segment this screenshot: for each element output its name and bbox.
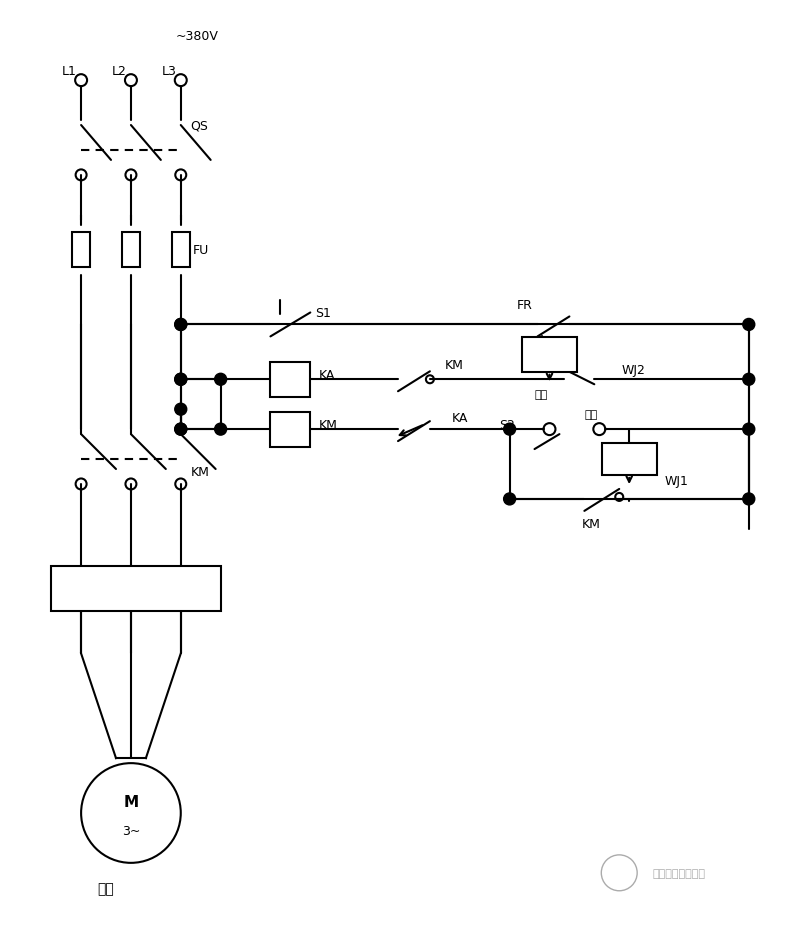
Text: KM: KM (190, 466, 210, 479)
Circle shape (174, 424, 186, 435)
Text: L2: L2 (111, 64, 126, 77)
Text: L3: L3 (162, 64, 176, 77)
Bar (51, 566, 221, 612)
Text: WJ1: WJ1 (664, 475, 688, 488)
Bar (72, 233, 90, 268)
Text: 自动: 自动 (534, 390, 548, 400)
Bar (270, 362, 310, 397)
Circle shape (504, 424, 515, 435)
Text: FR: FR (193, 582, 209, 596)
Text: QS: QS (190, 119, 209, 132)
Text: FU: FU (193, 244, 209, 257)
Bar (270, 413, 310, 447)
Text: 电工技术知识学习: 电工技术知识学习 (653, 868, 706, 878)
Text: 3: 3 (117, 579, 125, 592)
Text: ~380V: ~380V (176, 30, 218, 42)
Circle shape (174, 319, 186, 331)
Circle shape (174, 374, 186, 386)
Circle shape (174, 319, 186, 331)
Text: L1: L1 (62, 64, 77, 77)
Text: $\theta$: $\theta$ (544, 347, 554, 362)
Text: S1: S1 (315, 307, 331, 320)
Text: S2: S2 (498, 418, 514, 431)
Circle shape (174, 424, 186, 435)
Text: KA: KA (452, 412, 468, 424)
Text: WJ2: WJ2 (622, 363, 645, 377)
Circle shape (174, 374, 186, 386)
Circle shape (174, 404, 186, 415)
Bar (172, 233, 190, 268)
Circle shape (743, 424, 754, 435)
Text: KM: KM (318, 418, 337, 431)
Circle shape (504, 494, 515, 505)
Text: M: M (123, 794, 138, 809)
Text: KM: KM (582, 518, 601, 531)
Text: FR: FR (517, 298, 533, 312)
Circle shape (743, 319, 754, 331)
Text: 手动: 手动 (584, 410, 598, 420)
Circle shape (214, 424, 226, 435)
Text: 风机: 风机 (98, 881, 114, 895)
Circle shape (743, 494, 754, 505)
Text: $\theta$: $\theta$ (624, 452, 634, 467)
Text: KM: KM (445, 359, 464, 371)
Circle shape (214, 374, 226, 386)
Text: 3~: 3~ (122, 824, 140, 837)
Circle shape (743, 374, 754, 386)
Text: 3⌟: 3⌟ (128, 580, 144, 594)
Text: KA: KA (318, 368, 334, 381)
Bar (522, 338, 577, 372)
Bar (122, 233, 140, 268)
Text: ⌟: ⌟ (143, 580, 149, 590)
Bar (602, 444, 657, 476)
